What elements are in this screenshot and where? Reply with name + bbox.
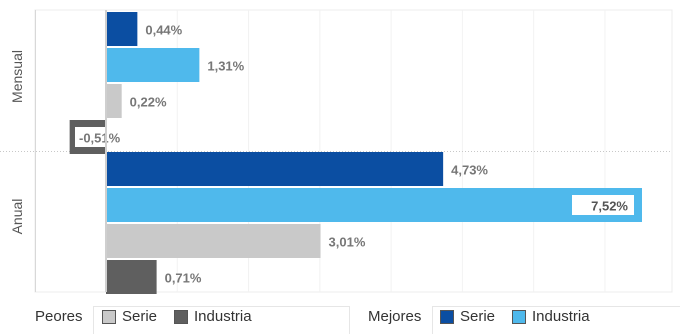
data-label: 7,52% xyxy=(591,199,628,214)
bar-mensual-peores-serie xyxy=(106,84,122,118)
legend-item-mejores-industria[interactable]: Industria xyxy=(512,308,590,325)
data-label: 3,01% xyxy=(329,235,366,250)
data-label: 1,31% xyxy=(207,59,244,74)
legend-box-peores xyxy=(93,306,350,334)
legend-label: Serie xyxy=(460,308,496,325)
legend-title-peores: Peores xyxy=(35,308,83,325)
bar-anual-mejores-industria xyxy=(106,188,642,222)
legend-swatch xyxy=(174,309,188,324)
legend-item-mejores-serie[interactable]: Serie xyxy=(440,308,495,325)
group-label-anual: Anual xyxy=(9,199,25,235)
legend-peores: Peores Serie Industria xyxy=(0,306,350,334)
legend-box-mejores xyxy=(432,306,680,334)
bar-anual-peores-serie xyxy=(106,224,321,258)
bar-mensual-mejores-serie xyxy=(106,12,138,46)
data-label: -0,51% xyxy=(79,131,121,146)
data-label-bg xyxy=(572,195,634,215)
bar-mensual-mejores-industria xyxy=(106,48,200,82)
legend-swatch xyxy=(512,309,526,324)
legend-item-peores-industria[interactable]: Industria xyxy=(174,308,252,325)
legend-label: Industria xyxy=(532,308,590,325)
legend-label: Industria xyxy=(194,308,252,325)
bar-anual-mejores-serie xyxy=(106,152,444,186)
bar-anual-peores-industria xyxy=(106,260,157,294)
legend-swatch xyxy=(102,309,116,324)
legend-mejores: Mejores Serie Industria xyxy=(360,306,680,334)
data-label: 0,71% xyxy=(165,271,202,286)
legend-label: Serie xyxy=(122,308,158,325)
data-label: 0,22% xyxy=(130,95,167,110)
data-label: 4,73% xyxy=(451,163,488,178)
group-label-mensual: Mensual xyxy=(9,50,25,103)
bar-chart: Mensual 0,44% 1,31% 0,22% -0,51% Anual 4,73% 7,… xyxy=(0,9,673,294)
legend-swatch xyxy=(440,309,454,324)
legend-title-mejores: Mejores xyxy=(368,308,422,325)
legend-item-peores-serie[interactable]: Serie xyxy=(102,308,157,325)
data-label: 0,44% xyxy=(145,23,182,38)
